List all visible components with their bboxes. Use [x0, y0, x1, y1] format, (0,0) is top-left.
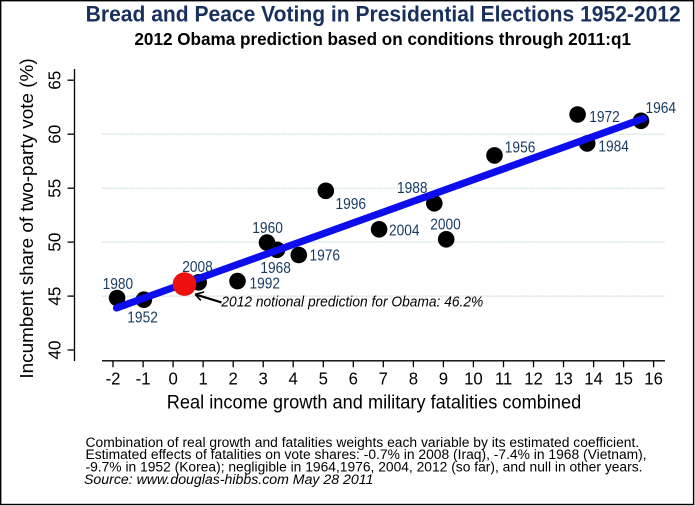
svg-text:1968: 1968 — [260, 260, 291, 277]
svg-text:2000: 2000 — [430, 217, 461, 234]
svg-text:5: 5 — [319, 368, 328, 389]
svg-text:1956: 1956 — [505, 140, 536, 157]
svg-text:0: 0 — [168, 368, 177, 389]
svg-text:2004: 2004 — [389, 223, 420, 240]
svg-text:2012 Obama prediction based on: 2012 Obama prediction based on condition… — [134, 29, 631, 49]
svg-text:65: 65 — [44, 70, 65, 89]
svg-text:11: 11 — [495, 368, 512, 389]
svg-text:Source: www.douglas-hibbs.com: Source: www.douglas-hibbs.com May 28 201… — [84, 471, 373, 487]
svg-text:Bread and Peace Voting in Pres: Bread and Peace Voting in Presidential E… — [86, 2, 681, 26]
svg-text:10: 10 — [464, 368, 483, 389]
svg-text:15: 15 — [614, 368, 633, 389]
svg-text:55: 55 — [44, 178, 65, 197]
svg-text:40: 40 — [44, 340, 65, 359]
svg-text:2008: 2008 — [182, 259, 213, 276]
svg-text:-1: -1 — [136, 368, 151, 389]
svg-text:12: 12 — [524, 368, 543, 389]
svg-text:3: 3 — [259, 368, 268, 389]
svg-text:1964: 1964 — [646, 100, 677, 117]
svg-text:14: 14 — [584, 368, 603, 389]
svg-text:2012 notional prediction for O: 2012 notional prediction for Obama: 46.2… — [220, 294, 483, 310]
svg-text:16: 16 — [644, 368, 663, 389]
svg-text:60: 60 — [44, 124, 65, 143]
svg-text:2: 2 — [229, 368, 238, 389]
svg-text:13: 13 — [554, 368, 573, 389]
svg-text:1952: 1952 — [127, 310, 158, 327]
svg-text:1980: 1980 — [103, 276, 134, 293]
svg-text:1976: 1976 — [310, 248, 341, 265]
svg-text:Incumbent share of two-party v: Incumbent share of two-party vote (%) — [17, 58, 38, 378]
svg-text:8: 8 — [409, 368, 418, 389]
svg-text:50: 50 — [44, 232, 65, 251]
svg-text:9: 9 — [439, 368, 448, 389]
svg-text:1992: 1992 — [250, 276, 281, 293]
svg-text:7: 7 — [379, 368, 388, 389]
svg-text:Real income growth and militar: Real income growth and military fataliti… — [167, 391, 581, 413]
svg-text:1: 1 — [198, 368, 207, 389]
svg-text:1984: 1984 — [598, 139, 629, 156]
svg-text:-9.7% in 1952 (Korea); negligi: -9.7% in 1952 (Korea); negligible in 196… — [86, 458, 643, 474]
svg-text:1960: 1960 — [252, 220, 283, 237]
svg-text:1996: 1996 — [336, 196, 367, 213]
svg-text:Estimated effects of fatalitie: Estimated effects of fatalities on vote … — [86, 446, 647, 462]
svg-text:1972: 1972 — [589, 109, 620, 126]
svg-text:Combination of real growth and: Combination of real growth and fatalitie… — [86, 434, 640, 450]
svg-text:45: 45 — [44, 286, 65, 305]
svg-text:1988: 1988 — [397, 180, 428, 197]
svg-text:4: 4 — [289, 368, 299, 389]
svg-text:-2: -2 — [106, 368, 121, 389]
svg-text:6: 6 — [349, 368, 358, 389]
